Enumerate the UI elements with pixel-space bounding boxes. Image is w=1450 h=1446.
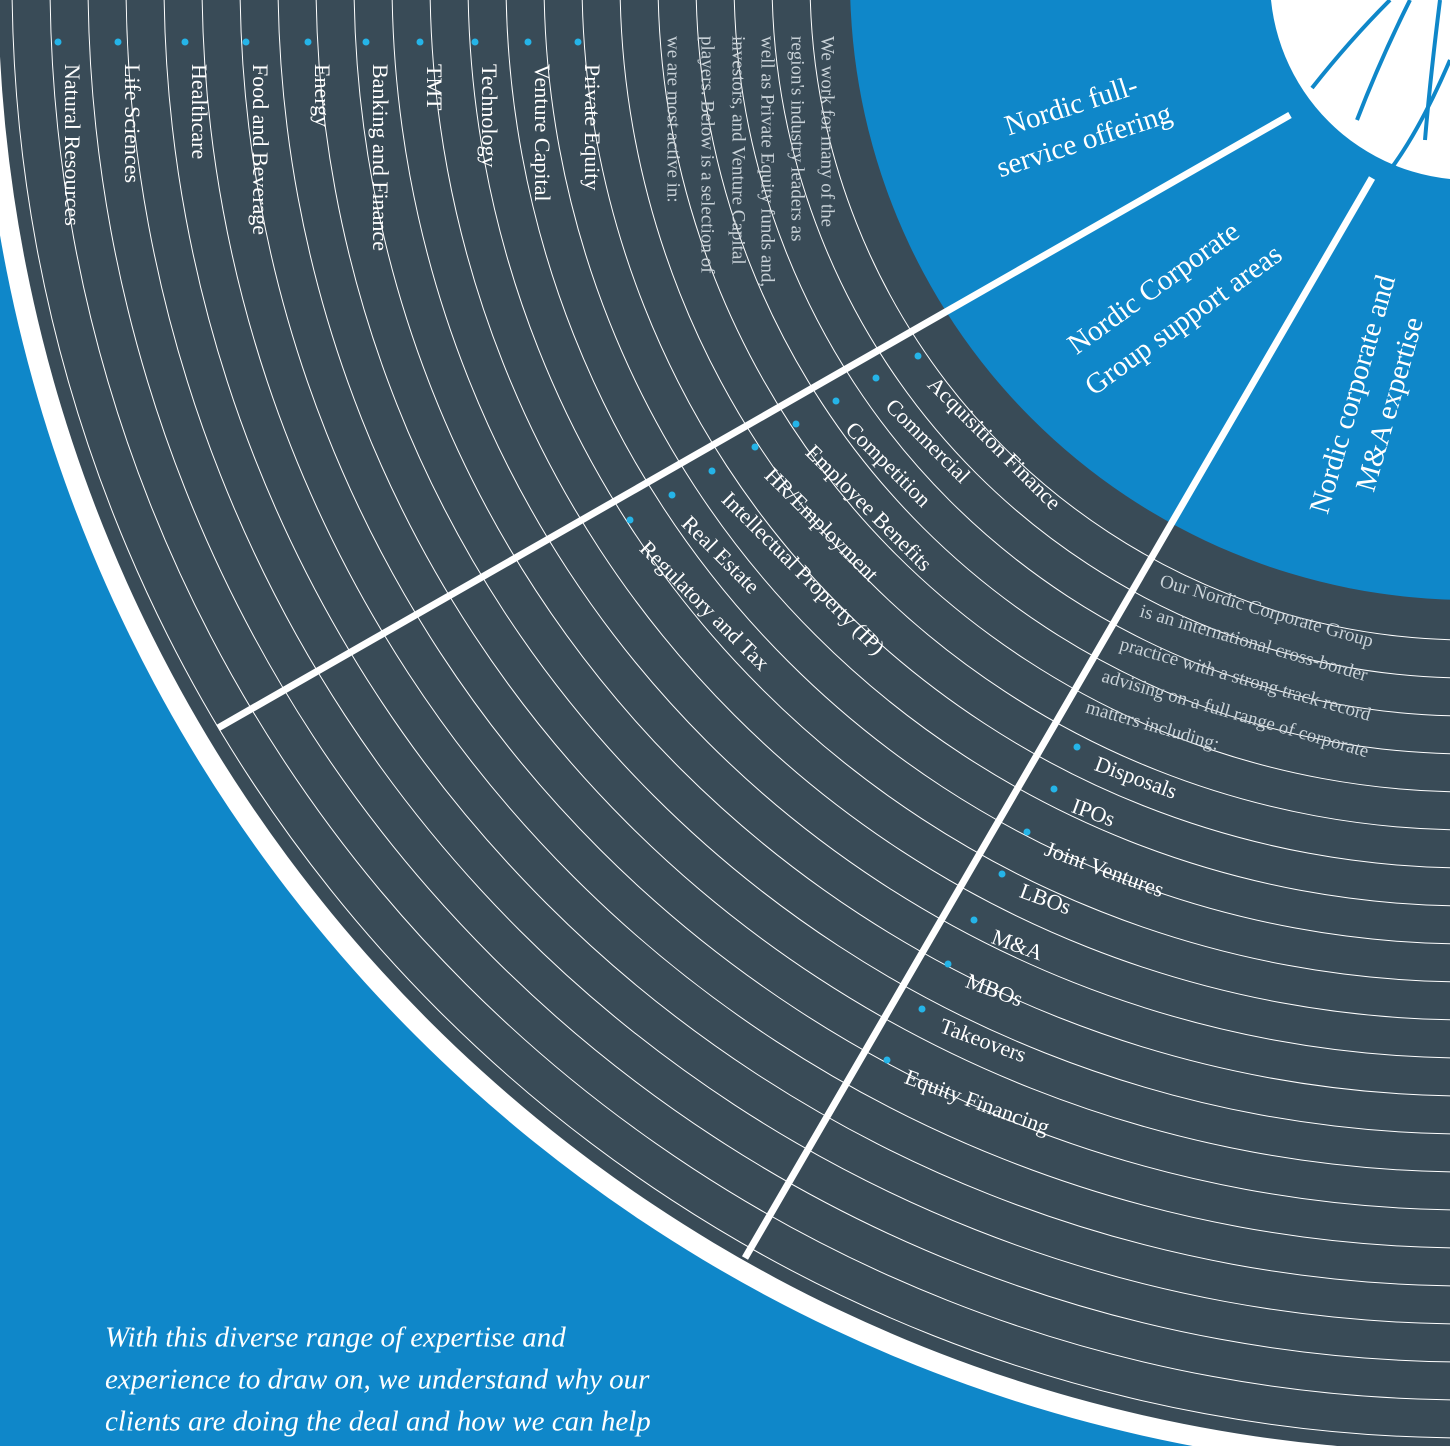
- bullet: [305, 39, 312, 46]
- intro-text: well as Private Equity funds and,: [757, 36, 778, 287]
- list-item: Venture Capital: [530, 64, 555, 201]
- list-item: Technology: [477, 64, 502, 168]
- list-item: TMT: [422, 64, 447, 111]
- bullet: [1024, 829, 1031, 836]
- bullet: [833, 398, 840, 405]
- list-item: Food and Beverage: [248, 64, 273, 235]
- bullet: [182, 39, 189, 46]
- list-item: Banking and Finance: [368, 64, 393, 251]
- bullet: [115, 39, 122, 46]
- bullet: [999, 871, 1006, 878]
- list-item: Energy: [310, 64, 335, 127]
- bullet: [417, 39, 424, 46]
- bullet: [525, 39, 532, 46]
- bullet: [971, 917, 978, 924]
- bullet: [752, 444, 759, 451]
- list-item: Private Equity: [580, 64, 605, 190]
- intro-text: players. Below is a selection of: [697, 36, 718, 274]
- page: {"sectors": [ {"heading": ["Nordic full-…: [0, 0, 1450, 1446]
- bullet: [55, 39, 62, 46]
- bullet: [945, 961, 952, 968]
- intro-text: region's industry leaders as: [787, 36, 808, 242]
- bullet: [915, 353, 922, 360]
- bullet: [627, 517, 634, 524]
- bullet: [575, 39, 582, 46]
- bullet: [243, 39, 250, 46]
- bullet: [793, 421, 800, 428]
- bullet: [1051, 786, 1058, 793]
- bullet: [873, 375, 880, 382]
- bullet: [919, 1006, 926, 1013]
- list-item: Natural Resources: [60, 64, 85, 226]
- list-item: Life Sciences: [120, 64, 145, 183]
- bullet: [669, 492, 676, 499]
- list-item: Healthcare: [187, 64, 212, 159]
- bullet: [709, 468, 716, 475]
- footer-text: clients are doing the deal and how we ca…: [105, 1406, 651, 1438]
- footer-text: experience to draw on, we understand why…: [105, 1364, 650, 1396]
- bullet: [884, 1057, 891, 1064]
- diagram: Private Equity Venture Capital Technology T…: [0, 0, 1450, 1446]
- intro-text: investors, and Venture Capital: [728, 36, 749, 265]
- intro-text: we are most active in:: [663, 36, 684, 203]
- footer-text: With this diverse range of expertise and: [105, 1322, 566, 1354]
- bullet: [472, 39, 479, 46]
- intro-text: We work for many of the: [817, 36, 838, 227]
- bullet: [363, 39, 370, 46]
- bullet: [1074, 744, 1081, 751]
